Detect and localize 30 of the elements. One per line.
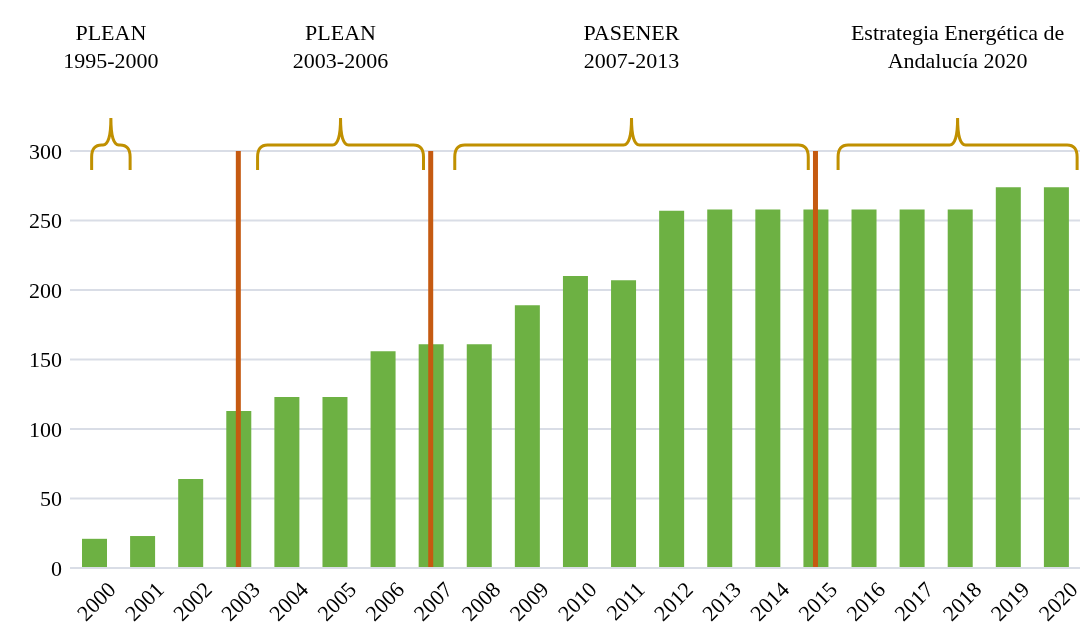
bar [707,209,733,568]
y-tick-label: 50 [40,486,62,512]
bar [947,209,973,568]
x-tick-label: 2011 [601,576,650,626]
text: PLEAN 2003-2006 [292,20,389,73]
bar [562,276,588,568]
bar [611,280,637,568]
bar [322,397,348,568]
bar [370,351,396,568]
bar [659,210,685,568]
bar [178,479,204,568]
bar [274,397,300,568]
bar [755,209,781,568]
y-tick-label: 0 [51,555,62,581]
y-tick-label: 150 [29,347,62,373]
text: PASENER 2007-2013 [583,20,680,73]
y-tick-label: 100 [29,416,62,442]
bar [514,305,540,568]
bar [851,209,877,568]
text: PLEAN 1995-2000 [63,20,159,73]
y-tick-label: 250 [29,208,62,234]
bar [899,209,925,568]
y-tick-label: 300 [29,138,62,164]
bar [1043,187,1069,568]
text: Estrategia Energética de Andalucía 2020 [850,20,1065,73]
y-tick-label: 200 [29,277,62,303]
bar [130,536,156,568]
bar [82,538,107,568]
bar [466,344,492,568]
bar [995,187,1021,568]
